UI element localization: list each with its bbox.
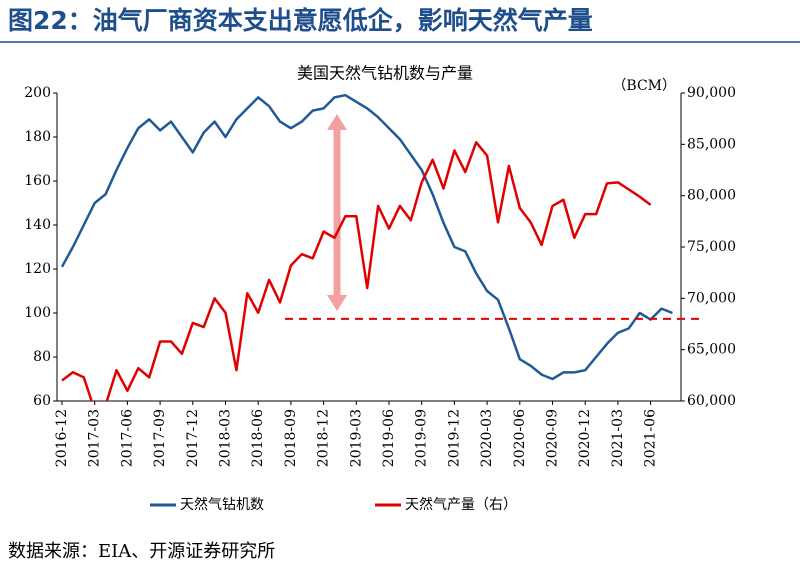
x-tick-label: 2020-09 (545, 409, 561, 467)
y2-tick-label: 90,000 (687, 85, 736, 101)
x-tick-label: 2016-12 (54, 409, 70, 467)
y-tick-label: 80 (33, 349, 51, 365)
y2-tick-label: 65,000 (687, 342, 736, 358)
legend-label: 天然气钻机数 (180, 496, 264, 513)
x-tick-label: 2019-03 (348, 409, 364, 467)
x-tick-label: 2019-06 (381, 409, 397, 467)
x-tick-label: 2020-03 (479, 409, 495, 467)
y2-tick-label: 75,000 (687, 239, 736, 255)
x-tick-label: 2018-12 (316, 409, 332, 467)
y2-tick-label: 60,000 (687, 393, 736, 409)
x-tick-label: 2018-09 (283, 409, 299, 467)
series-line (61, 141, 652, 401)
y-tick-label: 180 (24, 129, 51, 145)
y-tick-label: 60 (33, 393, 51, 409)
legend-label: 天然气产量（右） (405, 496, 517, 513)
x-tick-label: 2017-12 (185, 409, 201, 467)
x-tick-label: 2017-09 (152, 409, 168, 467)
x-tick-label: 2018-03 (218, 409, 234, 467)
y2-unit: （BCM） (612, 78, 676, 94)
y-tick-label: 100 (24, 305, 51, 321)
x-tick-label: 2019-12 (446, 409, 462, 467)
y-tick-label: 140 (24, 217, 51, 233)
x-tick-label: 2017-03 (87, 409, 103, 467)
y2-tick-label: 85,000 (687, 136, 736, 152)
arrow (327, 114, 347, 311)
x-tick-label: 2021-06 (643, 409, 659, 467)
y-tick-label: 200 (24, 85, 51, 101)
x-tick-label: 2020-06 (512, 409, 528, 467)
y2-tick-label: 70,000 (687, 290, 736, 306)
x-tick-label: 2021-03 (610, 409, 626, 467)
y-tick-label: 120 (24, 261, 51, 277)
chart-title: 图22：油气厂商资本支出意愿低企，影响天然气产量 (8, 6, 593, 35)
x-tick-label: 2019-09 (414, 409, 430, 467)
y-tick-label: 160 (24, 173, 51, 189)
x-tick-label: 2020-12 (577, 409, 593, 467)
x-tick-label: 2018-06 (250, 409, 266, 467)
x-tick-label: 2017-06 (119, 409, 135, 467)
subtitle: 美国天然气钻机数与产量 (297, 64, 473, 83)
plot-area (60, 93, 673, 401)
series-line (60, 93, 673, 381)
y2-tick-label: 80,000 (687, 188, 736, 204)
source: 数据来源：EIA、开源证券研究所 (8, 541, 275, 562)
